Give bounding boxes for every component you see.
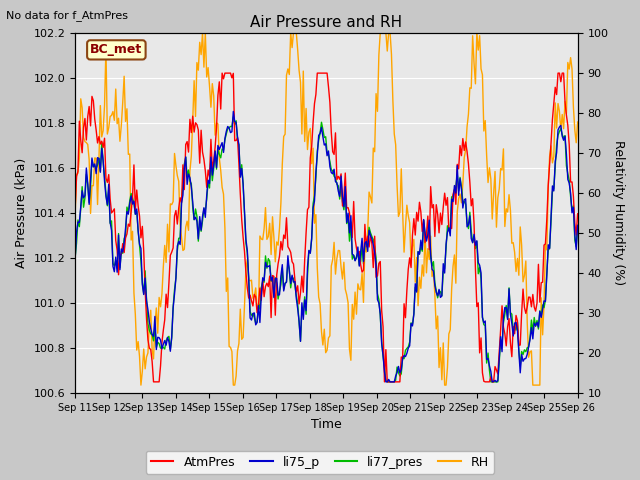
Text: BC_met: BC_met: [90, 43, 143, 56]
Text: No data for f_AtmPres: No data for f_AtmPres: [6, 11, 129, 22]
Title: Air Pressure and RH: Air Pressure and RH: [250, 15, 403, 30]
X-axis label: Time: Time: [311, 419, 342, 432]
Legend: AtmPres, li75_p, li77_pres, RH: AtmPres, li75_p, li77_pres, RH: [146, 451, 494, 474]
Y-axis label: Air Pressure (kPa): Air Pressure (kPa): [15, 158, 28, 268]
Y-axis label: Relativity Humidity (%): Relativity Humidity (%): [612, 140, 625, 286]
